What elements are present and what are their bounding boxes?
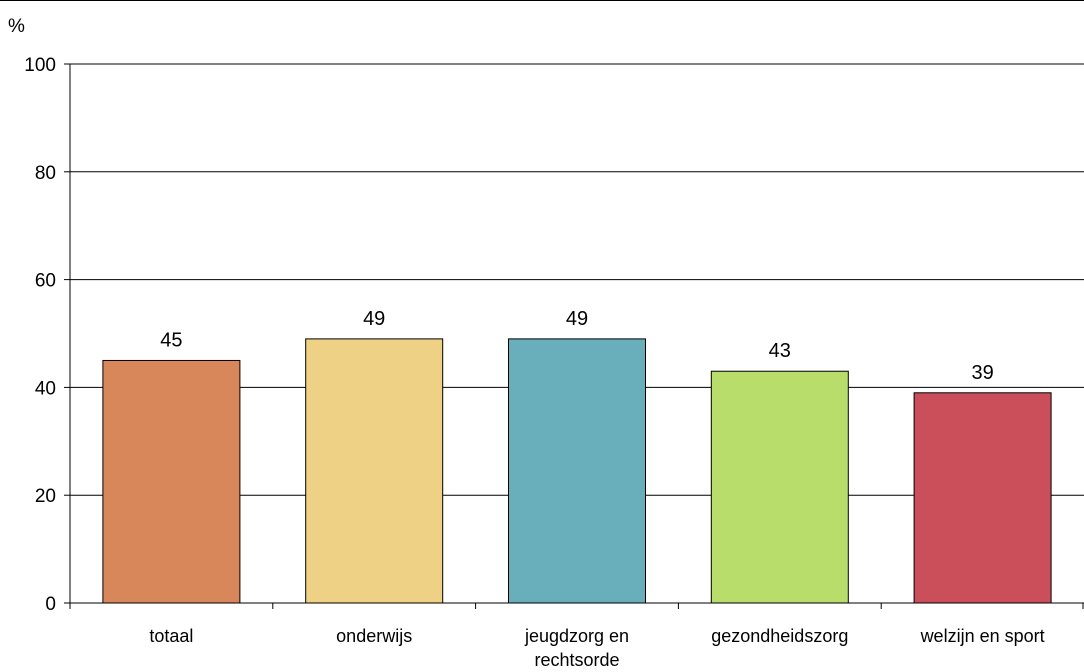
x-tick-label: jeugdzorg en (524, 626, 629, 646)
data-label: 49 (566, 308, 588, 330)
bar (102, 359, 241, 604)
bar (913, 392, 1052, 604)
y-tick-label: 20 (35, 486, 56, 507)
bar (710, 370, 849, 604)
bars: 45 49 49 43 39 (102, 308, 1052, 604)
y-axis-ticks: 0 20 40 60 80 100 (24, 55, 70, 615)
data-label: 45 (160, 329, 182, 351)
y-axis-unit-label: % (8, 16, 25, 37)
bar (508, 338, 646, 604)
x-axis-labels: totaal onderwijs jeugdzorg en rechtsorde gez… (149, 626, 1044, 670)
y-tick-label: 80 (35, 163, 56, 184)
x-tick-label: gezondheidszorg (711, 626, 848, 646)
data-label: 39 (971, 362, 993, 384)
x-tick-label: onderwijs (336, 626, 412, 646)
y-tick-label: 40 (35, 378, 56, 399)
x-tick-label: rechtsorde (534, 650, 619, 670)
axes (69, 64, 1084, 609)
top-border (0, 0, 1084, 1)
data-label: 49 (363, 308, 385, 330)
x-tick-label: welzijn en sport (920, 626, 1045, 646)
y-tick-label: 100 (24, 55, 56, 76)
bar (305, 338, 444, 604)
y-tick-label: 0 (45, 594, 56, 615)
y-tick-label: 60 (35, 271, 56, 292)
x-tick-label: totaal (149, 626, 193, 646)
data-label: 43 (769, 340, 791, 362)
